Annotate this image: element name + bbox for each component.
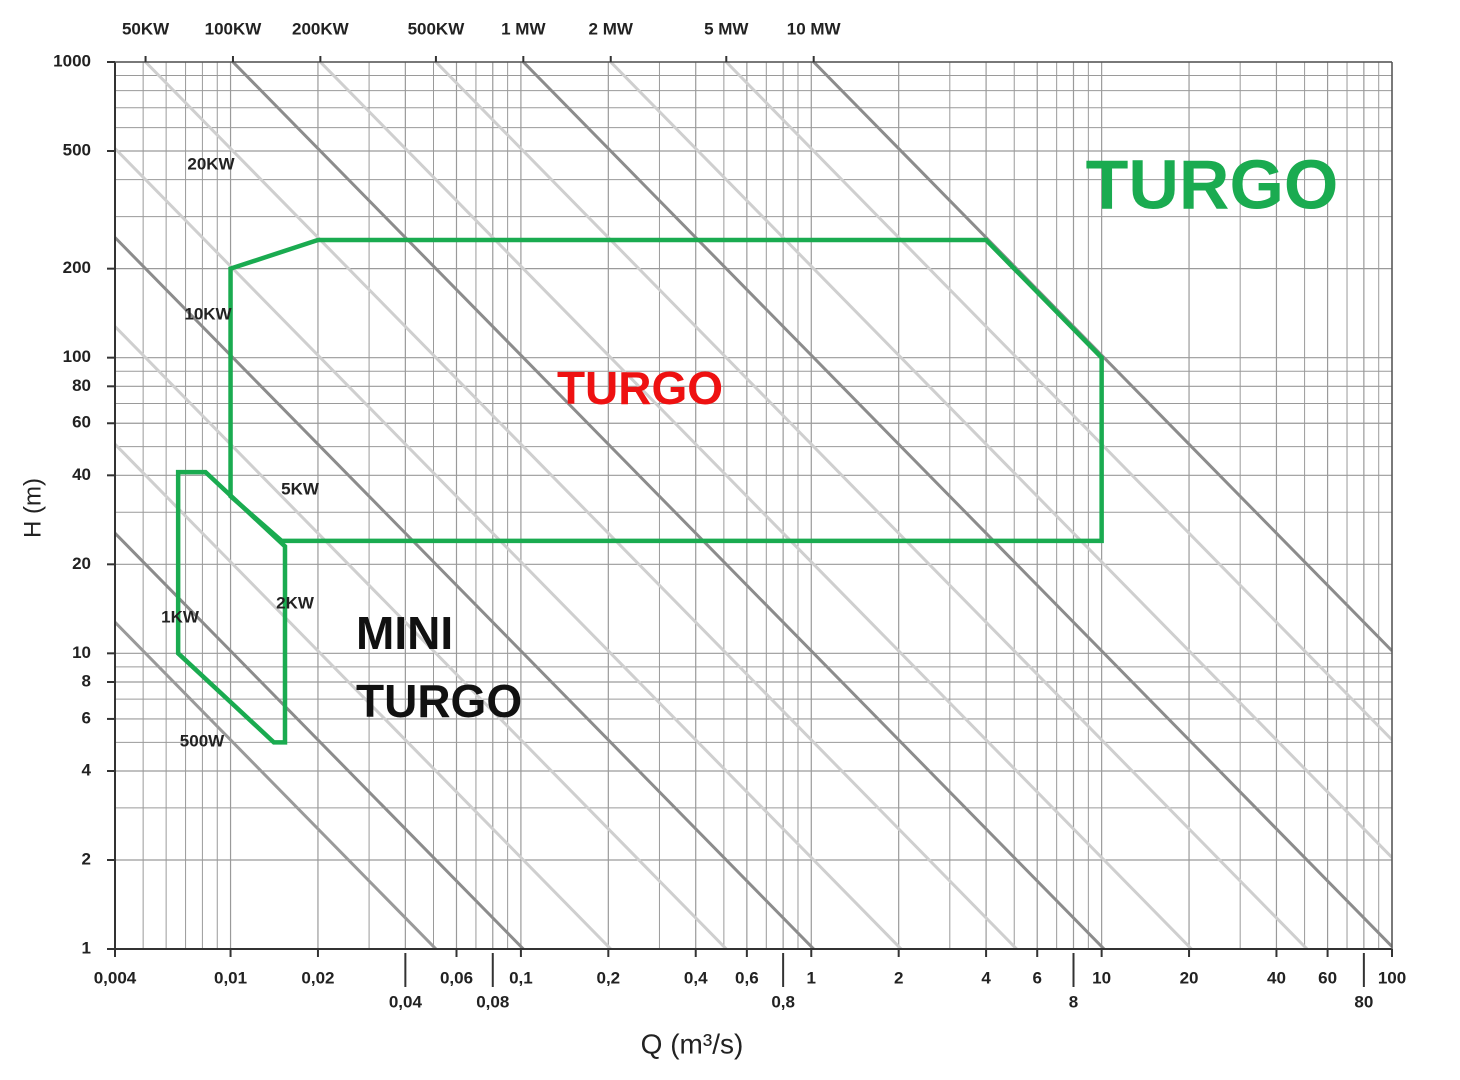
power-label: 10 MW [787,19,842,38]
power-line [143,62,1019,949]
power-line [115,532,526,949]
x-tick-label: 10 [1092,968,1111,987]
power-label: 1KW [161,607,200,626]
axes: 0,004 0,01 0,02 0,06 0,1 0,2 0,4 0,6 1 2 4 6 10 20 40 6… [53,19,1406,1011]
grid [114,61,1393,950]
power-label: 50KW [122,19,170,38]
power-label: 2 MW [589,19,634,38]
x-tick-label: 0,08 [476,992,509,1011]
y-axis-label: H (m) [19,478,46,538]
y-tick-label: 60 [72,413,91,432]
region-label: MINI [356,607,453,659]
power-label: 1 MW [501,19,546,38]
x-tick-label: 80 [1354,992,1373,1011]
x-tick-label: 8 [1069,992,1078,1011]
x-tick-label: 0,04 [389,992,423,1011]
power-label: 20KW [187,154,235,173]
y-tick-label: 4 [82,760,92,779]
x-tick-label: 60 [1318,968,1337,987]
x-tick-label: 0,8 [771,992,795,1011]
power-label: 500W [180,731,225,750]
y-tick-label: 40 [72,465,91,484]
power-line [115,443,613,949]
x-tick-label: 0,06 [440,968,473,987]
x-tick-label: 6 [1032,968,1041,987]
power-line [115,147,904,949]
y-tick-label: 1 [82,938,91,957]
power-line [115,325,729,949]
regions: TURGO MINI TURGO [175,237,1104,745]
power-line [433,62,1310,949]
x-tick-label: 1 [807,968,816,987]
x-tick-label: 0,1 [509,968,533,987]
x-tick-label: 20 [1180,968,1199,987]
power-lines [115,62,1392,949]
x-tick-label: 4 [981,968,991,987]
y-tick-label: 1000 [53,51,91,70]
power-line [115,236,816,949]
x-tick-label: 40 [1267,968,1286,987]
y-tick-label: 2 [82,849,91,868]
power-line [521,62,1392,948]
y-tick-label: 500 [63,140,91,159]
power-line [115,621,439,949]
y-tick-label: 10 [72,643,91,662]
y-tick-label: 8 [82,671,91,690]
y-tick-label: 200 [63,258,91,277]
power-line [811,62,1392,652]
y-tick-label: 80 [72,376,91,395]
x-tick-label: 0,4 [684,968,708,987]
region: MINI TURGO [175,469,288,745]
region-label: TURGO [356,675,522,727]
power-label: 10KW [184,304,232,323]
x-tick-label: 100 [1378,968,1406,987]
y-tick-label: 20 [72,554,91,573]
power-line [230,62,1107,949]
x-tick-label: 0,6 [735,968,759,987]
y-tick-label: 6 [82,708,91,727]
x-tick-label: 0,01 [214,968,247,987]
x-axis-label: Q (m³/s) [641,1028,744,1059]
power-line [724,62,1392,741]
region-label: TURGO [557,362,723,414]
x-tick-label: 0,004 [94,968,137,987]
power-label: 2KW [276,593,315,612]
region-label: TURGO [1086,145,1339,223]
power-label: 5 MW [704,19,749,38]
x-tick-label: 2 [894,968,903,987]
x-tick-label: 0,02 [301,968,334,987]
power-label: 100KW [205,19,263,38]
x-tick-label: 0,2 [596,968,620,987]
y-tick-label: 100 [63,347,91,366]
power-label: 500KW [408,19,466,38]
power-line [608,62,1392,859]
power-label: 5KW [281,479,320,498]
power-line [318,62,1194,949]
power-label: 200KW [292,19,350,38]
